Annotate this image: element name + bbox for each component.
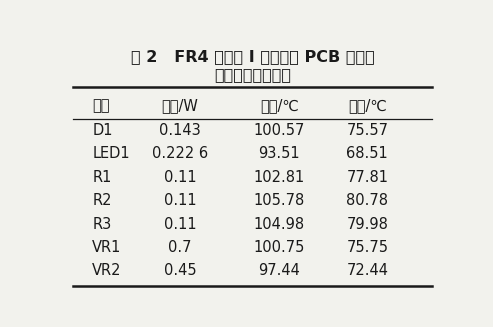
Text: 100.75: 100.75: [254, 240, 305, 255]
Text: 0.45: 0.45: [164, 264, 196, 279]
Text: 68.51: 68.51: [347, 146, 388, 161]
Text: D1: D1: [92, 123, 113, 138]
Text: R3: R3: [92, 216, 111, 232]
Text: 104.98: 104.98: [254, 216, 305, 232]
Text: 0.11: 0.11: [164, 216, 196, 232]
Text: 93.51: 93.51: [259, 146, 300, 161]
Text: 79.98: 79.98: [347, 216, 388, 232]
Text: 功率/W: 功率/W: [162, 98, 199, 113]
Text: 0.222 6: 0.222 6: [152, 146, 208, 161]
Text: 0.11: 0.11: [164, 193, 196, 208]
Text: 100.57: 100.57: [254, 123, 305, 138]
Text: LED1: LED1: [92, 146, 130, 161]
Text: 102.81: 102.81: [254, 170, 305, 185]
Text: 97.44: 97.44: [258, 264, 300, 279]
Text: 80.78: 80.78: [346, 193, 388, 208]
Text: 105.78: 105.78: [254, 193, 305, 208]
Text: 0.11: 0.11: [164, 170, 196, 185]
Text: VR2: VR2: [92, 264, 122, 279]
Text: 表 2   FR4 介质的 I 型氖围灯 PCB 上功率: 表 2 FR4 介质的 I 型氖围灯 PCB 上功率: [131, 49, 375, 64]
Text: R2: R2: [92, 193, 112, 208]
Text: 温升/℃: 温升/℃: [348, 98, 387, 113]
Text: 0.143: 0.143: [159, 123, 201, 138]
Text: 元件温度仿真数据: 元件温度仿真数据: [214, 67, 291, 82]
Text: 72.44: 72.44: [346, 264, 388, 279]
Text: 75.57: 75.57: [346, 123, 388, 138]
Text: 77.81: 77.81: [346, 170, 388, 185]
Text: VR1: VR1: [92, 240, 122, 255]
Text: R1: R1: [92, 170, 111, 185]
Text: 元件: 元件: [92, 98, 109, 113]
Text: 温度/℃: 温度/℃: [260, 98, 299, 113]
Text: 75.75: 75.75: [346, 240, 388, 255]
Text: 0.7: 0.7: [168, 240, 192, 255]
